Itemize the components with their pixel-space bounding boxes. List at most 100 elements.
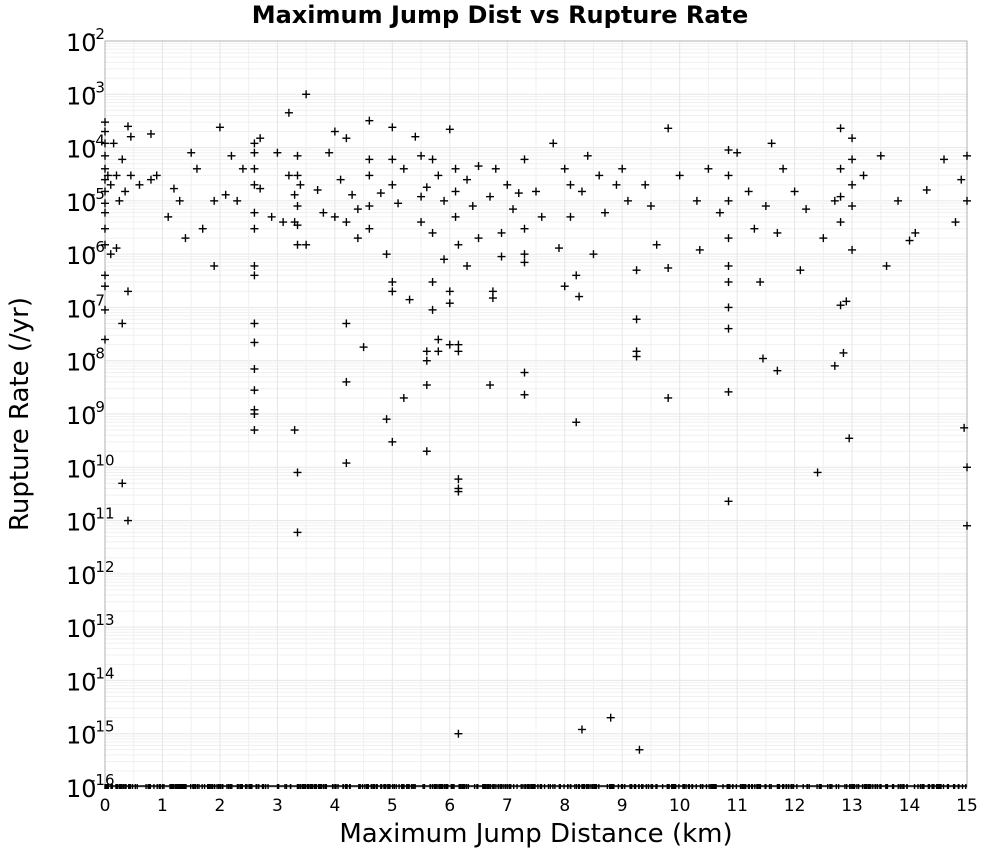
- y-tick-exponent: -13: [90, 611, 115, 629]
- data-point: [560, 164, 569, 173]
- data-point: [503, 180, 512, 189]
- data-point: [181, 234, 190, 243]
- x-tick-label: 5: [387, 796, 398, 816]
- data-point: [454, 475, 463, 484]
- data-point: [773, 366, 782, 375]
- data-point: [724, 387, 733, 396]
- data-point: [284, 171, 293, 180]
- data-point: [118, 155, 127, 164]
- data-point: [118, 479, 127, 488]
- data-point: [365, 155, 374, 164]
- data-point: [894, 196, 903, 205]
- data-point: [313, 185, 322, 194]
- data-point: [491, 164, 500, 173]
- data-point: [342, 377, 351, 386]
- data-point: [960, 423, 969, 432]
- data-point: [126, 171, 135, 180]
- data-point: [250, 224, 259, 233]
- data-point: [692, 196, 701, 205]
- data-point: [146, 129, 155, 138]
- data-point: [123, 516, 132, 525]
- data-point: [641, 180, 650, 189]
- data-point: [293, 171, 302, 180]
- data-point: [733, 148, 742, 157]
- y-tick-base: 10: [66, 136, 97, 164]
- data-point: [577, 187, 586, 196]
- data-point: [704, 164, 713, 173]
- data-point: [750, 224, 759, 233]
- data-point: [773, 228, 782, 237]
- data-point: [549, 139, 558, 148]
- data-point: [101, 175, 109, 184]
- data-point: [497, 228, 506, 237]
- data-point: [520, 250, 529, 259]
- data-point: [957, 175, 966, 184]
- data-point: [445, 125, 454, 134]
- data-point: [342, 218, 351, 227]
- data-point: [175, 196, 184, 205]
- x-tick-label: 4: [329, 796, 340, 816]
- x-tick-label: 3: [272, 796, 283, 816]
- y-tick-exponent: -4: [90, 132, 105, 150]
- x-tick-label: 10: [669, 796, 691, 816]
- data-point: [267, 212, 276, 221]
- y-axis-title: Rupture Rate (/yr): [5, 297, 35, 531]
- data-point: [859, 171, 868, 180]
- data-point: [963, 151, 971, 160]
- data-point: [135, 180, 144, 189]
- y-tick-exponent: -5: [90, 185, 105, 203]
- data-point: [454, 347, 463, 356]
- data-point: [101, 224, 109, 233]
- data-point: [198, 224, 207, 233]
- data-point: [451, 187, 460, 196]
- data-point: [405, 295, 414, 304]
- data-point: [388, 437, 397, 446]
- data-point: [537, 212, 546, 221]
- x-tick-label: 2: [215, 796, 226, 816]
- data-point: [210, 261, 219, 270]
- data-point: [963, 196, 971, 205]
- data-point: [554, 244, 563, 253]
- data-point: [388, 155, 397, 164]
- data-point: [284, 108, 293, 117]
- data-point: [118, 319, 127, 328]
- data-point: [348, 190, 357, 199]
- data-point: [103, 171, 112, 180]
- data-point: [422, 183, 431, 192]
- data-point: [922, 185, 931, 194]
- data-point: [724, 303, 733, 312]
- data-point: [652, 240, 661, 249]
- data-point: [250, 426, 259, 435]
- data-point: [724, 278, 733, 287]
- data-point: [675, 171, 684, 180]
- data-point: [715, 208, 724, 217]
- data-point: [365, 171, 374, 180]
- data-point: [210, 196, 219, 205]
- data-point: [382, 250, 391, 259]
- data-point: [600, 208, 609, 217]
- data-point: [192, 164, 201, 173]
- data-point: [468, 202, 477, 211]
- y-tick-base: 10: [66, 775, 97, 803]
- y-tick-exponent: -9: [90, 398, 105, 416]
- data-point: [417, 192, 426, 201]
- y-tick-exponent: -2: [90, 25, 105, 43]
- x-tick-label: 0: [100, 796, 111, 816]
- data-point: [399, 393, 408, 402]
- data-point: [365, 224, 374, 233]
- data-point: [445, 287, 454, 296]
- data-point: [302, 90, 311, 99]
- y-tick-base: 10: [66, 349, 97, 377]
- data-point: [963, 463, 971, 472]
- data-point: [169, 184, 178, 193]
- data-point: [451, 164, 460, 173]
- x-tick-label: 11: [726, 796, 748, 816]
- y-tick-labels: 10-210-310-410-510-610-710-810-910-1010-…: [66, 25, 115, 803]
- y-tick-exponent: -8: [90, 345, 105, 363]
- data-point: [566, 180, 575, 189]
- y-tick-base: 10: [66, 509, 97, 537]
- data-point: [454, 487, 463, 496]
- points-layer: [101, 90, 971, 754]
- x-tick-label: 12: [784, 796, 806, 816]
- data-point: [388, 278, 397, 287]
